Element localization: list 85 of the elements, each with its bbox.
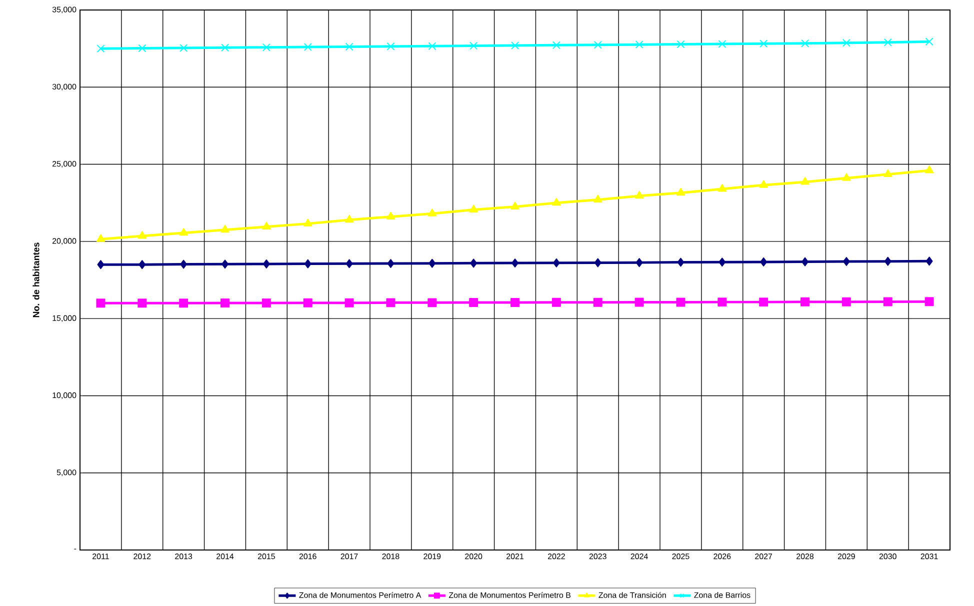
point <box>97 260 104 270</box>
point <box>634 298 644 307</box>
point <box>262 222 271 230</box>
point <box>469 204 478 213</box>
point <box>220 224 230 233</box>
point <box>512 258 518 268</box>
point <box>96 234 106 242</box>
point <box>510 202 520 210</box>
point <box>676 40 685 48</box>
point <box>594 258 602 268</box>
point <box>593 298 602 307</box>
point <box>346 259 353 268</box>
point <box>677 258 684 267</box>
point <box>428 258 436 268</box>
point <box>96 44 105 53</box>
point <box>718 258 726 267</box>
point <box>344 214 354 223</box>
point <box>304 259 312 268</box>
point <box>386 42 395 50</box>
point <box>138 298 147 308</box>
point <box>926 256 933 266</box>
point <box>883 297 892 306</box>
point <box>180 260 188 269</box>
point <box>925 38 934 46</box>
point <box>138 231 147 239</box>
point <box>469 298 478 308</box>
point <box>842 297 851 306</box>
point <box>718 40 726 48</box>
point <box>842 38 850 47</box>
point <box>883 169 892 178</box>
point <box>220 44 230 52</box>
point <box>718 184 727 192</box>
point <box>593 194 602 203</box>
point <box>428 298 437 308</box>
point <box>842 257 850 266</box>
point <box>262 259 270 268</box>
point <box>510 41 520 50</box>
point <box>179 298 188 308</box>
point <box>303 218 312 226</box>
point <box>884 38 892 46</box>
point <box>470 258 478 268</box>
point <box>924 297 934 306</box>
point <box>718 298 727 307</box>
point <box>800 177 810 185</box>
point <box>179 228 188 236</box>
point <box>510 298 520 308</box>
point <box>138 260 146 270</box>
point <box>262 298 271 308</box>
point <box>345 42 354 51</box>
point <box>428 42 436 50</box>
point <box>428 208 437 216</box>
point <box>759 298 768 307</box>
point <box>222 260 228 269</box>
point <box>303 298 312 308</box>
point <box>884 256 892 266</box>
y-axis-title: No. de habitantes <box>32 242 40 318</box>
point <box>759 180 768 188</box>
point <box>304 43 312 52</box>
point <box>760 40 768 48</box>
point <box>552 41 560 50</box>
point <box>552 298 561 307</box>
point <box>800 39 810 48</box>
point <box>552 198 561 206</box>
point <box>180 44 188 52</box>
point <box>634 190 644 199</box>
point <box>842 173 851 181</box>
point <box>635 40 644 49</box>
point <box>594 40 602 49</box>
point <box>344 298 354 308</box>
point <box>386 212 396 220</box>
point <box>800 297 810 306</box>
point <box>470 42 478 50</box>
point <box>924 165 934 174</box>
point <box>138 44 146 52</box>
point <box>552 258 560 268</box>
point <box>387 259 394 268</box>
point <box>636 258 643 268</box>
point <box>676 298 686 307</box>
point <box>676 188 686 196</box>
point <box>96 298 106 308</box>
point <box>760 257 768 266</box>
point <box>802 257 808 266</box>
point <box>220 298 230 308</box>
point <box>262 43 270 52</box>
point <box>386 298 396 308</box>
